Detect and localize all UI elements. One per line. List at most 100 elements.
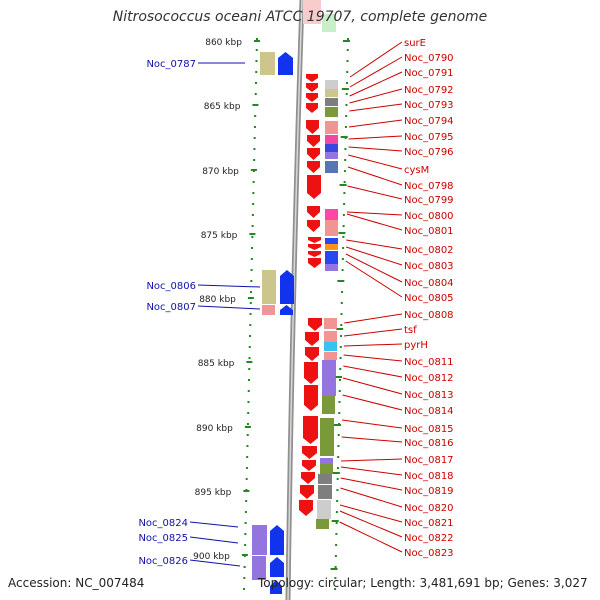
dot-track xyxy=(343,192,346,194)
scale-dot xyxy=(251,214,254,216)
dot-track xyxy=(338,401,341,403)
scale-dot xyxy=(246,434,249,436)
right-gene-label: Noc_0805 xyxy=(404,293,454,304)
track-tick xyxy=(342,40,350,42)
track-tick xyxy=(340,136,348,138)
dot-track xyxy=(345,115,348,117)
dot-track xyxy=(339,368,342,370)
dot-track xyxy=(337,434,340,436)
right-gene-label: pyrH xyxy=(404,340,428,351)
dot-track xyxy=(336,500,339,502)
right-gene-label: Noc_0814 xyxy=(404,406,454,417)
annotation-block xyxy=(325,209,338,220)
right-gene-leader xyxy=(347,166,403,186)
left-gene-label: Noc_0787 xyxy=(146,59,196,70)
left-gene-label: Noc_0824 xyxy=(138,518,188,529)
dot-track xyxy=(347,38,349,40)
scale-dot xyxy=(247,412,250,414)
right-gene-label: cysM xyxy=(404,165,429,176)
left-gene-leader xyxy=(197,305,261,310)
scale-tick xyxy=(252,104,259,106)
forward-gene-arrow xyxy=(306,74,318,82)
dot-track xyxy=(335,544,338,546)
right-gene-leader xyxy=(340,466,403,476)
right-gene-leader xyxy=(348,154,403,170)
forward-gene-arrow xyxy=(308,237,321,243)
dot-track xyxy=(339,346,342,348)
forward-gene-arrow xyxy=(307,206,320,218)
scale-dot xyxy=(248,346,251,348)
right-gene-label: Noc_0813 xyxy=(404,390,454,401)
right-gene-label: Noc_0823 xyxy=(404,548,454,559)
dot-track xyxy=(338,379,341,381)
forward-gene-arrow xyxy=(306,83,318,92)
right-gene-label: Noc_0804 xyxy=(404,278,454,289)
right-gene-leader xyxy=(346,211,403,216)
scale-tick xyxy=(244,426,251,428)
scale-tick xyxy=(247,297,254,299)
track-tick xyxy=(333,424,341,426)
accession-label: Accession: NC_007484 xyxy=(8,576,145,590)
right-gene-leader xyxy=(349,88,403,104)
scale-dot xyxy=(249,335,252,337)
scale-label: 885 kbp xyxy=(198,359,235,369)
track-tick xyxy=(337,280,345,282)
scale-dot xyxy=(249,302,252,304)
right-gene-label: Noc_0819 xyxy=(404,486,454,497)
forward-gene-arrow xyxy=(305,347,319,361)
dot-track xyxy=(336,478,339,480)
right-gene-label: Noc_0794 xyxy=(404,116,454,127)
right-gene-leader xyxy=(343,365,403,378)
dot-track xyxy=(344,159,347,161)
dot-track xyxy=(340,324,343,326)
annotation-block xyxy=(325,238,338,244)
scale-dot xyxy=(244,522,247,524)
right-gene-label: Noc_0790 xyxy=(404,53,454,64)
forward-gene-arrow xyxy=(302,446,317,459)
left-gene-label: Noc_0826 xyxy=(138,556,188,567)
dot-track xyxy=(337,445,340,447)
scale-dot xyxy=(250,269,253,271)
dot-track xyxy=(341,258,344,260)
dot-track xyxy=(341,269,344,271)
scale-dot xyxy=(253,148,256,150)
forward-gene-arrow xyxy=(301,472,315,484)
right-gene-leader xyxy=(341,436,403,443)
right-gene-label: Noc_0796 xyxy=(404,147,454,158)
left-gene-leader xyxy=(189,536,239,544)
right-gene-leader xyxy=(340,477,403,491)
right-gene-leader xyxy=(343,343,403,347)
reverse-gene-arrow xyxy=(270,557,284,577)
forward-gene-arrow xyxy=(307,161,320,173)
dot-track xyxy=(336,489,339,491)
forward-gene-arrow xyxy=(304,385,318,411)
reverse-gene-arrow xyxy=(280,305,293,315)
scale-dot xyxy=(252,203,255,205)
dot-track xyxy=(342,225,345,227)
left-gene-leader xyxy=(189,521,239,528)
dot-track xyxy=(343,170,346,172)
right-gene-label: Noc_0820 xyxy=(404,503,454,514)
dot-track xyxy=(346,71,349,73)
scale-dot xyxy=(250,291,253,293)
right-gene-label: Noc_0803 xyxy=(404,261,454,272)
right-gene-label: Noc_0801 xyxy=(404,226,454,237)
scale-dot xyxy=(247,401,250,403)
annotation-block xyxy=(325,152,338,159)
dot-track xyxy=(338,390,341,392)
right-gene-leader xyxy=(341,458,403,462)
right-gene-label: Noc_0799 xyxy=(404,195,454,206)
annotation-block xyxy=(325,161,338,173)
right-gene-label: Noc_0817 xyxy=(404,455,454,466)
annotation-block xyxy=(324,352,337,360)
annotation-block xyxy=(262,305,275,315)
dot-track xyxy=(342,214,345,216)
annotation-block xyxy=(316,519,329,529)
right-gene-label: Noc_0822 xyxy=(404,533,454,544)
scale-dot xyxy=(244,533,247,535)
annotation-block xyxy=(325,98,338,106)
right-gene-leader xyxy=(339,510,403,538)
scale-dot xyxy=(246,423,249,425)
track-tick xyxy=(339,184,347,186)
